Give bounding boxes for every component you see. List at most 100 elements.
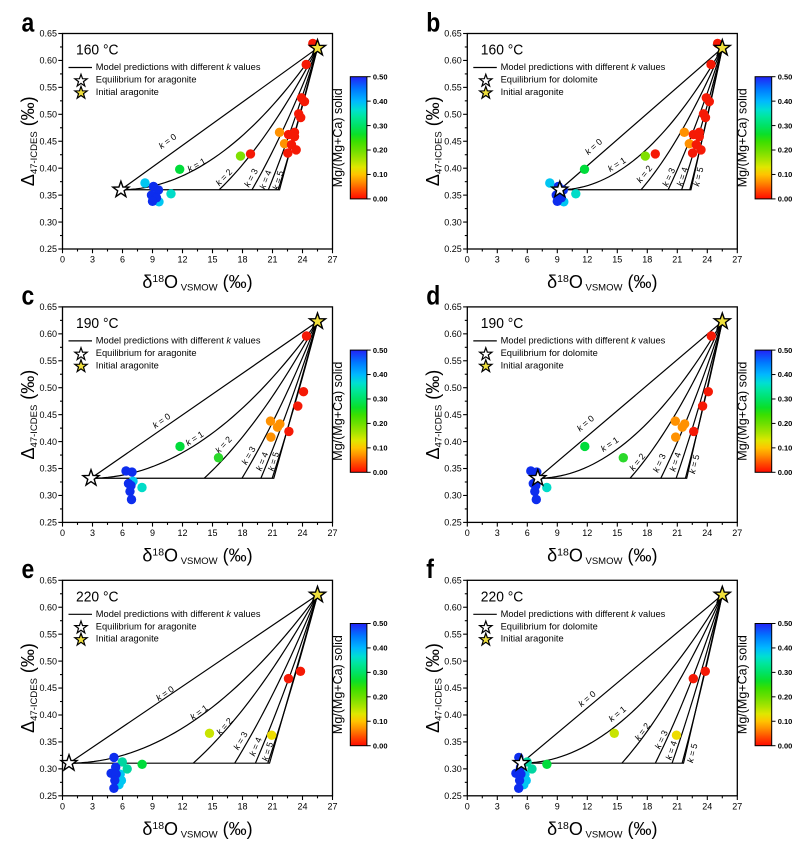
svg-text:δ18O VSMOW (‰): δ18O VSMOW (‰) <box>547 819 657 841</box>
svg-text:0.55: 0.55 <box>39 356 57 366</box>
svg-text:0.45: 0.45 <box>39 410 57 420</box>
svg-text:0.40: 0.40 <box>444 437 462 447</box>
svg-text:0.30: 0.30 <box>444 491 462 501</box>
svg-text:0.30: 0.30 <box>39 764 57 774</box>
svg-text:27: 27 <box>732 255 742 265</box>
svg-text:0.30: 0.30 <box>778 395 793 404</box>
svg-text:0: 0 <box>60 528 65 538</box>
svg-text:18: 18 <box>642 528 652 538</box>
svg-text:0.10: 0.10 <box>778 170 793 179</box>
svg-text:0.00: 0.00 <box>778 195 793 204</box>
svg-text:0.45: 0.45 <box>39 136 57 146</box>
svg-text:0.00: 0.00 <box>778 468 793 477</box>
svg-text:Model predictions with differe: Model predictions with different k value… <box>501 336 666 346</box>
svg-text:18: 18 <box>237 255 247 265</box>
svg-text:3: 3 <box>90 255 95 265</box>
svg-text:6: 6 <box>120 255 125 265</box>
svg-text:0.25: 0.25 <box>39 244 57 254</box>
svg-text:0.60: 0.60 <box>39 602 57 612</box>
svg-text:15: 15 <box>207 528 217 538</box>
svg-text:0.10: 0.10 <box>373 170 388 179</box>
svg-text:f: f <box>426 554 434 584</box>
svg-text:6: 6 <box>120 801 125 811</box>
svg-text:Equilibrium for dolomite: Equilibrium for dolomite <box>501 622 598 632</box>
svg-text:15: 15 <box>612 528 622 538</box>
svg-text:220 °C: 220 °C <box>76 588 119 605</box>
svg-text:0.60: 0.60 <box>444 56 462 66</box>
svg-text:δ18O VSMOW (‰): δ18O VSMOW (‰) <box>142 545 252 567</box>
svg-text:0.25: 0.25 <box>444 791 462 801</box>
svg-text:0.50: 0.50 <box>373 619 388 628</box>
svg-text:160 °C: 160 °C <box>76 42 119 59</box>
svg-text:0.55: 0.55 <box>444 356 462 366</box>
svg-text:21: 21 <box>267 528 277 538</box>
svg-text:0.50: 0.50 <box>373 72 388 81</box>
svg-text:0.30: 0.30 <box>444 217 462 227</box>
svg-text:18: 18 <box>237 801 247 811</box>
svg-text:12: 12 <box>177 255 187 265</box>
svg-text:12: 12 <box>582 255 592 265</box>
svg-text:k = 5: k = 5 <box>685 742 699 763</box>
svg-text:0.00: 0.00 <box>373 468 388 477</box>
svg-text:0.45: 0.45 <box>39 683 57 693</box>
svg-text:0.20: 0.20 <box>373 419 388 428</box>
svg-text:Equilibrium for dolomite: Equilibrium for dolomite <box>501 75 598 85</box>
svg-text:3: 3 <box>495 255 500 265</box>
svg-text:190 °C: 190 °C <box>76 315 119 332</box>
svg-text:0.35: 0.35 <box>39 464 57 474</box>
svg-text:0.40: 0.40 <box>39 710 57 720</box>
svg-text:24: 24 <box>702 528 712 538</box>
svg-text:0.20: 0.20 <box>778 146 793 155</box>
svg-text:3: 3 <box>495 801 500 811</box>
svg-text:9: 9 <box>555 801 560 811</box>
svg-text:0.65: 0.65 <box>444 302 462 312</box>
svg-text:0.30: 0.30 <box>778 668 793 677</box>
svg-text:0.40: 0.40 <box>39 437 57 447</box>
svg-text:0.30: 0.30 <box>373 395 388 404</box>
svg-text:0: 0 <box>60 255 65 265</box>
svg-text:190 °C: 190 °C <box>481 315 524 332</box>
svg-text:0.35: 0.35 <box>444 737 462 747</box>
svg-text:6: 6 <box>525 801 530 811</box>
svg-text:Mg/(Mg+Ca) solid: Mg/(Mg+Ca) solid <box>736 362 750 461</box>
svg-text:15: 15 <box>207 255 217 265</box>
svg-text:0.30: 0.30 <box>39 217 57 227</box>
svg-text:Initial aragonite: Initial aragonite <box>501 87 564 97</box>
svg-text:0.65: 0.65 <box>39 576 57 586</box>
svg-text:0.40: 0.40 <box>444 163 462 173</box>
svg-text:Model predictions with differe: Model predictions with different k value… <box>96 609 261 619</box>
svg-text:3: 3 <box>90 528 95 538</box>
svg-text:δ18O VSMOW (‰): δ18O VSMOW (‰) <box>142 819 252 841</box>
svg-text:0.30: 0.30 <box>778 121 793 130</box>
svg-text:0.30: 0.30 <box>373 121 388 130</box>
svg-text:12: 12 <box>582 801 592 811</box>
svg-text:0.60: 0.60 <box>444 329 462 339</box>
svg-text:0.50: 0.50 <box>778 72 793 81</box>
svg-text:0.55: 0.55 <box>444 83 462 93</box>
svg-text:δ18O VSMOW (‰): δ18O VSMOW (‰) <box>547 272 657 294</box>
svg-text:0.55: 0.55 <box>39 629 57 639</box>
svg-text:15: 15 <box>207 801 217 811</box>
svg-text:Mg/(Mg+Ca) solid: Mg/(Mg+Ca) solid <box>331 88 345 187</box>
svg-text:Mg/(Mg+Ca) solid: Mg/(Mg+Ca) solid <box>331 362 345 461</box>
svg-text:0.40: 0.40 <box>373 644 388 653</box>
svg-text:0.25: 0.25 <box>444 244 462 254</box>
svg-text:0.40: 0.40 <box>778 370 793 379</box>
svg-text:k = 5: k = 5 <box>691 166 705 187</box>
svg-text:27: 27 <box>327 255 337 265</box>
svg-text:0.65: 0.65 <box>444 29 462 39</box>
svg-text:24: 24 <box>297 528 307 538</box>
svg-text:9: 9 <box>150 801 155 811</box>
svg-text:Initial aragonite: Initial aragonite <box>501 360 564 370</box>
svg-text:0.20: 0.20 <box>373 146 388 155</box>
svg-text:21: 21 <box>672 801 682 811</box>
svg-text:6: 6 <box>525 528 530 538</box>
svg-text:Initial aragonite: Initial aragonite <box>96 634 159 644</box>
svg-text:0.35: 0.35 <box>444 464 462 474</box>
svg-text:Equilibrium for aragonite: Equilibrium for aragonite <box>96 75 197 85</box>
svg-text:0.55: 0.55 <box>39 83 57 93</box>
svg-text:0.50: 0.50 <box>39 383 57 393</box>
svg-text:Initial aragonite: Initial aragonite <box>96 87 159 97</box>
svg-text:0.00: 0.00 <box>373 195 388 204</box>
svg-text:0.20: 0.20 <box>778 419 793 428</box>
